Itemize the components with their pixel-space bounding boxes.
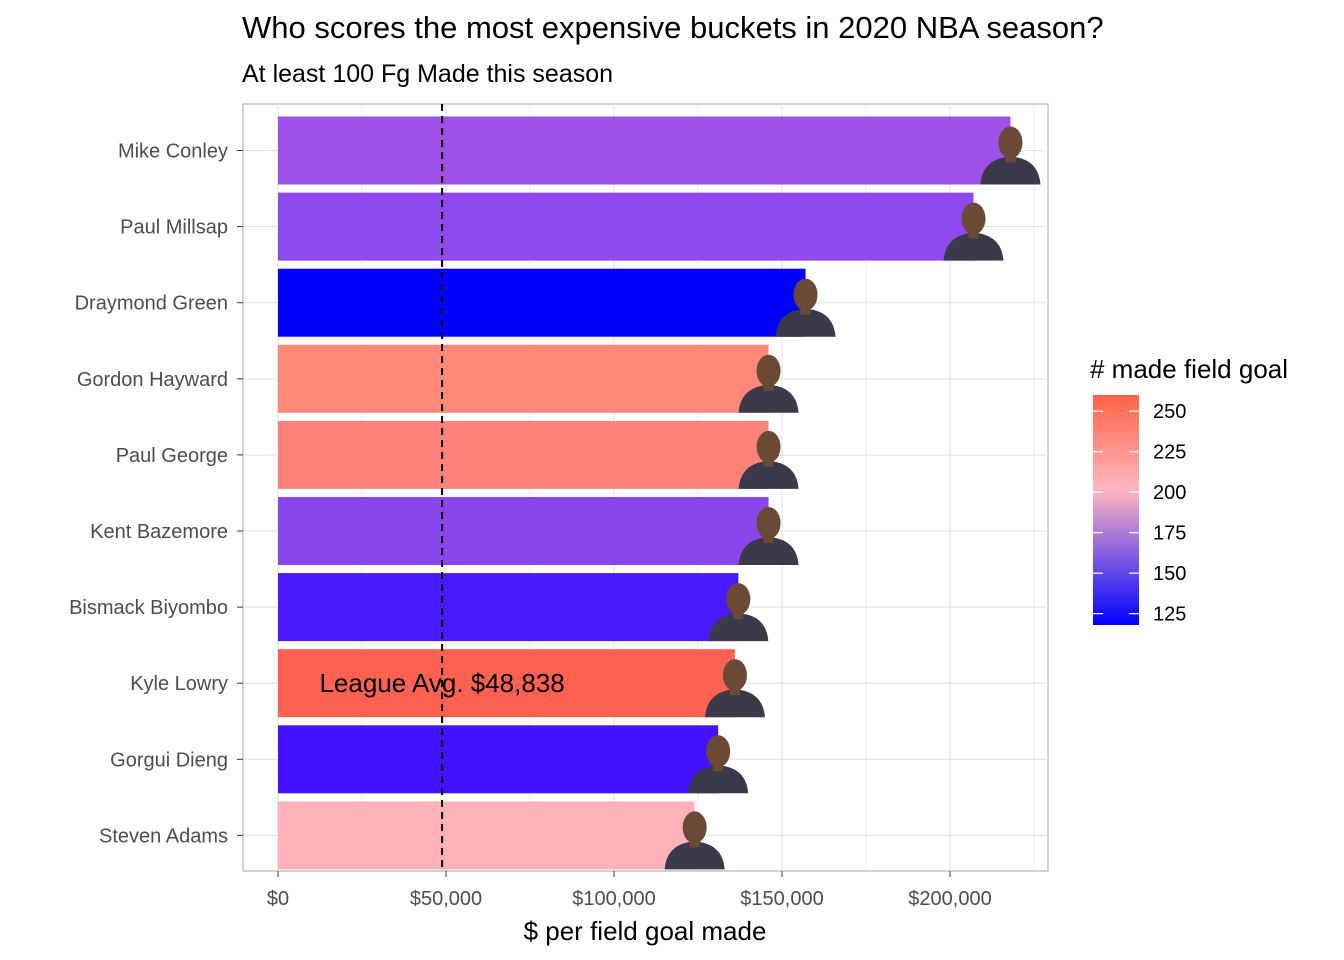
- y-tick-label: Kyle Lowry: [130, 673, 228, 695]
- player-photo-mike-conley: [980, 126, 1041, 185]
- player-photo-draymond-green: [775, 278, 836, 337]
- player-photo-kyle-lowry: [704, 659, 765, 718]
- x-axis-title: $ per field goal made: [524, 916, 767, 946]
- x-tick-label: $100,000: [572, 888, 655, 910]
- bar-paul-millsap: [278, 192, 974, 261]
- y-tick-label: Draymond Green: [75, 293, 228, 315]
- bar-kyle-lowry: [278, 649, 735, 718]
- x-tick-label: $0: [267, 888, 289, 910]
- y-tick-label: Bismack Biyombo: [69, 597, 228, 619]
- x-axis-ticks: $0 $50,000 $100,000 $150,000 $200,000: [267, 871, 992, 910]
- bar-paul-george: [278, 420, 769, 489]
- legend-label: 250: [1153, 401, 1186, 423]
- player-photo-gorgui-dieng: [688, 735, 749, 794]
- bar-bismack-biyombo: [278, 573, 739, 642]
- y-tick-label: Gorgui Dieng: [110, 749, 228, 771]
- x-tick-label: $50,000: [410, 888, 482, 910]
- y-tick-label: Gordon Hayward: [77, 369, 228, 391]
- legend-label: 125: [1153, 604, 1186, 626]
- legend-label: 175: [1153, 523, 1186, 545]
- bar-gordon-hayward: [278, 344, 769, 413]
- player-photos: [664, 126, 1041, 870]
- legend-label: 225: [1153, 442, 1186, 464]
- player-photo-bismack-biyombo: [708, 583, 769, 642]
- legend-colorbar: [1093, 395, 1139, 625]
- x-tick-label: $150,000: [740, 888, 823, 910]
- y-tick-label: Paul George: [116, 445, 228, 467]
- bar-steven-adams: [278, 801, 695, 870]
- y-tick-label: Paul Millsap: [120, 217, 228, 239]
- chart-title: Who scores the most expensive buckets in…: [242, 10, 1104, 45]
- legend-label: 150: [1153, 563, 1186, 585]
- bar-kent-bazemore: [278, 497, 769, 565]
- bar-mike-conley: [278, 116, 1011, 185]
- y-tick-label: Mike Conley: [118, 141, 228, 163]
- chart-subtitle: At least 100 Fg Made this season: [242, 60, 614, 88]
- x-tick-label: $200,000: [908, 888, 991, 910]
- y-axis-labels: Mike Conley Paul Millsap Draymond Green Gor…: [69, 141, 243, 847]
- player-photo-paul-millsap: [943, 202, 1004, 261]
- player-photo-gordon-hayward: [738, 354, 799, 413]
- y-tick-label: Kent Bazemore: [90, 521, 228, 543]
- player-photo-steven-adams: [664, 811, 725, 870]
- y-tick-label: Steven Adams: [99, 825, 228, 847]
- legend-title: # made field goal: [1090, 354, 1288, 384]
- legend-ticks: 250 225 200 175 150 125: [1093, 401, 1186, 626]
- player-photo-paul-george: [738, 430, 799, 489]
- league-average-label: League Avg. $48,838: [319, 668, 564, 698]
- player-photo-kent-bazemore: [738, 507, 799, 565]
- legend-label: 200: [1153, 482, 1186, 504]
- bar-gorgui-dieng: [278, 725, 719, 794]
- bars: [278, 116, 1011, 870]
- color-legend: # made field goal 250 225 200 175 150 125: [1090, 354, 1288, 626]
- bar-draymond-green: [278, 268, 806, 337]
